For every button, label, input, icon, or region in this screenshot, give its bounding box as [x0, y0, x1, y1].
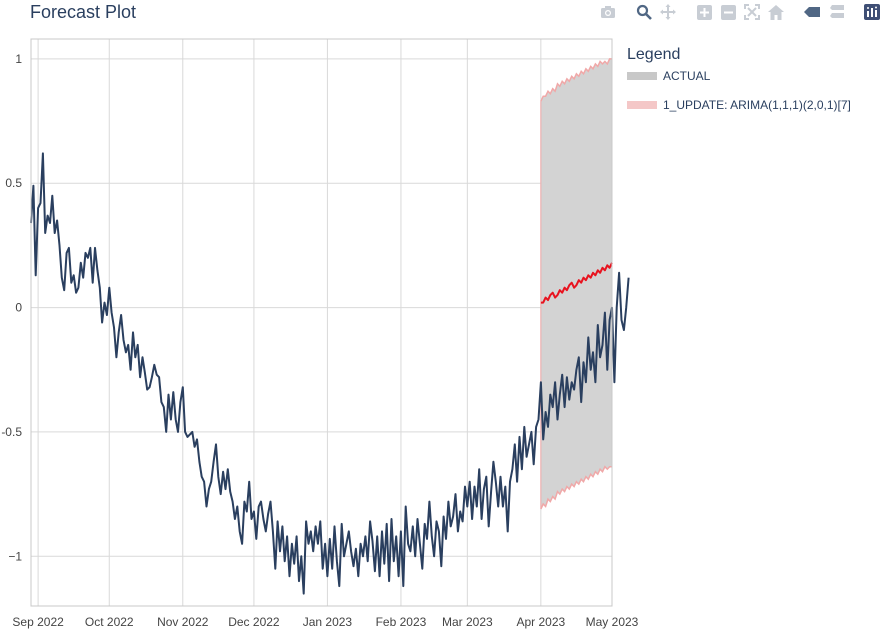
legend-label-actual: ACTUAL [663, 69, 711, 83]
grid-layer [31, 39, 613, 606]
x-tick-label: Feb 2023 [376, 615, 427, 629]
page-title: Forecast Plot [30, 2, 137, 22]
legend-item-forecast[interactable]: 1_UPDATE: ARIMA(1,1,1)(2,0,1)[7] [627, 97, 851, 113]
plot-frame [30, 38, 613, 607]
autoscale-icon[interactable] [742, 3, 762, 21]
legend-title: Legend [627, 46, 681, 63]
legend: Legend ACTUAL 1_UPDATE: ARIMA(1,1,1)(2,0… [627, 46, 851, 126]
lower-bound-line [540, 465, 612, 510]
forecast-series-line [540, 262, 613, 304]
upper-bound-line [540, 58, 612, 102]
series-layer [30, 152, 630, 595]
zoom-out-icon[interactable] [718, 3, 738, 21]
y-tick-label: 0.5 [5, 176, 22, 190]
legend-label-forecast: 1_UPDATE: ARIMA(1,1,1)(2,0,1)[7] [663, 98, 851, 112]
legend-item-actual[interactable]: ACTUAL [627, 68, 851, 84]
hover-closest-icon[interactable] [802, 3, 822, 21]
x-tick-label: May 2023 [586, 615, 639, 629]
axis-layer: 1 0.5 0 -0.5 −1 Sep 2022 Oct 2022 Nov 2022 Dec 2… [1, 38, 639, 629]
x-tick-label: Jan 2023 [303, 615, 353, 629]
pan-icon[interactable] [658, 3, 678, 21]
hover-compare-icon[interactable] [826, 3, 846, 21]
legend-swatch-actual [627, 72, 657, 80]
reset-axes-icon[interactable] [766, 3, 786, 21]
y-tick-label: 1 [15, 52, 22, 66]
x-tick-label: Nov 2022 [157, 615, 209, 629]
plotly-logo-icon[interactable] [862, 3, 882, 21]
y-tick-label: −1 [8, 549, 22, 563]
actual-series-line [30, 152, 630, 595]
y-tick-label: 0 [15, 301, 22, 315]
x-tick-label: Sep 2022 [12, 615, 64, 629]
zoom-icon[interactable] [634, 3, 654, 21]
legend-swatch-forecast [627, 101, 657, 109]
camera-icon[interactable] [598, 3, 618, 21]
y-tick-label: -0.5 [1, 425, 22, 439]
x-tick-label: Apr 2023 [517, 615, 566, 629]
x-tick-label: Dec 2022 [228, 615, 280, 629]
x-tick-label: Mar 2023 [442, 615, 493, 629]
zoom-in-icon[interactable] [694, 3, 714, 21]
modebar [598, 2, 884, 22]
x-tick-label: Oct 2022 [85, 615, 134, 629]
